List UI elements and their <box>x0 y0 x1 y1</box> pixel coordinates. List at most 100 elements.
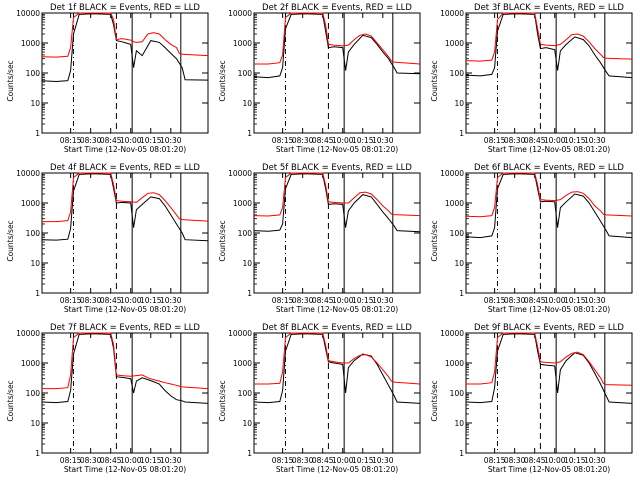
y-tick-label: 1 <box>247 289 252 298</box>
y-tick-label: 1000 <box>445 199 464 208</box>
x-tick-label: 08:45 <box>312 136 334 145</box>
y-tick-label: 10000 <box>16 329 40 338</box>
x-tick-label: 10:15 <box>564 136 586 145</box>
series-line-events <box>41 333 209 404</box>
x-tick-label: 08:30 <box>504 136 526 145</box>
x-tick-label: 10:30 <box>584 296 606 305</box>
x-tick-label: 10:15 <box>352 456 374 465</box>
y-tick-label: 1 <box>35 289 40 298</box>
x-tick-label: 08:30 <box>292 456 314 465</box>
y-tick-label: 10 <box>242 259 252 268</box>
series-line-events <box>465 13 633 79</box>
series-line-lld <box>41 12 209 58</box>
panel-title: Det 6f BLACK = Events, RED = LLD <box>474 163 624 173</box>
y-tick-label: 1 <box>459 129 464 138</box>
series-line-lld <box>465 172 633 218</box>
x-axis-label: Start Time (12-Nov-05 08:01:20) <box>488 305 610 314</box>
x-axis-label: Start Time (12-Nov-05 08:01:20) <box>276 305 398 314</box>
x-tick-label: 10:30 <box>372 296 394 305</box>
x-tick-label: 08:30 <box>504 456 526 465</box>
y-tick-label: 1000 <box>445 359 464 368</box>
y-tick-label: 100 <box>238 69 253 78</box>
y-axis-label: Counts/sec <box>430 380 439 421</box>
x-tick-label: 08:15 <box>272 456 294 465</box>
plot-frame <box>253 172 421 294</box>
y-tick-label: 100 <box>26 389 41 398</box>
x-axis-label: Start Time (12-Nov-05 08:01:20) <box>64 305 186 314</box>
series-line-events <box>253 333 421 404</box>
y-axis-label: Counts/sec <box>6 380 15 421</box>
y-tick-label: 1000 <box>21 39 40 48</box>
x-axis-label: Start Time (12-Nov-05 08:01:20) <box>276 465 398 474</box>
plot-frame <box>41 332 209 454</box>
series-line-events <box>41 13 209 83</box>
x-tick-label: 10:00 <box>332 136 354 145</box>
y-tick-label: 1000 <box>445 39 464 48</box>
series-line-lld <box>42 172 209 223</box>
y-tick-label: 1000 <box>233 39 252 48</box>
x-tick-label: 10:00 <box>544 136 566 145</box>
y-axis-label: Counts/sec <box>430 60 439 101</box>
y-tick-label: 100 <box>238 389 253 398</box>
x-tick-label: 08:45 <box>524 296 546 305</box>
series-line-lld <box>254 332 421 385</box>
y-tick-label: 10000 <box>440 329 464 338</box>
y-tick-label: 1 <box>35 129 40 138</box>
x-tick-label: 08:15 <box>484 136 506 145</box>
y-tick-label: 10 <box>30 99 40 108</box>
x-axis-label: Start Time (12-Nov-05 08:01:20) <box>64 145 186 154</box>
x-tick-label: 08:45 <box>524 456 546 465</box>
x-tick-label: 10:30 <box>372 456 394 465</box>
series-line-events <box>41 173 209 242</box>
x-tick-label: 08:45 <box>524 136 546 145</box>
x-tick-label: 08:30 <box>80 456 102 465</box>
x-tick-label: 08:45 <box>100 296 122 305</box>
y-tick-label: 100 <box>26 69 41 78</box>
y-tick-label: 1 <box>247 129 252 138</box>
x-tick-label: 10:15 <box>564 456 586 465</box>
y-tick-label: 100 <box>450 229 465 238</box>
plot-frame <box>253 12 421 134</box>
x-tick-label: 10:30 <box>160 456 182 465</box>
panel-title: Det 4f BLACK = Events, RED = LLD <box>50 163 200 173</box>
x-tick-label: 08:45 <box>312 456 334 465</box>
x-tick-label: 10:30 <box>160 296 182 305</box>
y-tick-label: 1000 <box>233 199 252 208</box>
detector-panel-2: Det 2f BLACK = Events, RED = LLD 1 10 100 10… <box>218 3 421 154</box>
detector-panel-4: Det 4f BLACK = Events, RED = LLD 1 10 100 10… <box>6 163 209 314</box>
x-tick-label: 08:30 <box>80 296 102 305</box>
plot-frame <box>253 332 421 454</box>
x-tick-label: 10:15 <box>564 296 586 305</box>
panel-title: Det 9f BLACK = Events, RED = LLD <box>474 323 624 333</box>
x-tick-label: 10:15 <box>140 456 162 465</box>
detector-panel-8: Det 8f BLACK = Events, RED = LLD 1 10 100 10… <box>218 323 421 474</box>
y-tick-label: 1 <box>459 449 464 458</box>
y-tick-label: 10000 <box>440 169 464 178</box>
series-line-lld <box>42 332 209 390</box>
x-tick-label: 08:30 <box>504 296 526 305</box>
y-tick-label: 1 <box>459 289 464 298</box>
x-tick-label: 08:45 <box>100 456 122 465</box>
y-tick-label: 1000 <box>233 359 252 368</box>
y-tick-label: 100 <box>26 229 41 238</box>
x-tick-label: 08:15 <box>60 456 82 465</box>
y-tick-label: 100 <box>450 389 465 398</box>
x-tick-label: 10:15 <box>140 296 162 305</box>
series-line-lld <box>466 332 633 386</box>
x-tick-label: 08:15 <box>484 456 506 465</box>
x-tick-label: 08:15 <box>60 136 82 145</box>
x-axis-label: Start Time (12-Nov-05 08:01:20) <box>488 145 610 154</box>
x-tick-label: 10:30 <box>584 136 606 145</box>
y-tick-label: 1 <box>247 449 252 458</box>
panel-title: Det 2f BLACK = Events, RED = LLD <box>262 3 412 13</box>
y-tick-label: 10 <box>454 419 464 428</box>
x-axis-label: Start Time (12-Nov-05 08:01:20) <box>276 145 398 154</box>
series-line-events <box>465 333 633 404</box>
x-tick-label: 10:00 <box>544 296 566 305</box>
y-axis-label: Counts/sec <box>218 380 227 421</box>
series-line-events <box>465 173 633 239</box>
y-axis-label: Counts/sec <box>6 60 15 101</box>
y-tick-label: 10 <box>30 259 40 268</box>
panel-title: Det 8f BLACK = Events, RED = LLD <box>262 323 412 333</box>
